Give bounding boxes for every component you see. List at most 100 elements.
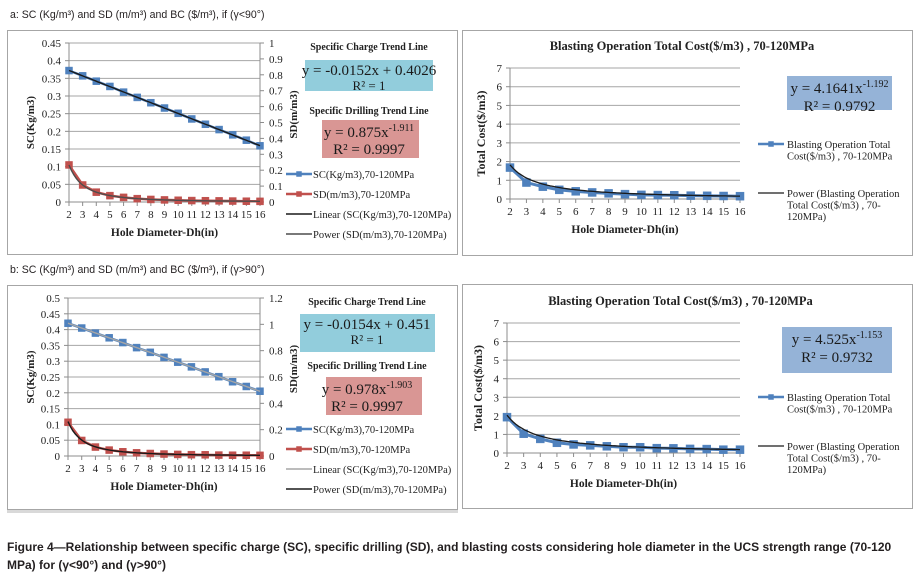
x-tick-label: 3 (524, 206, 530, 218)
chart-a-left: 0 0.05 0.1 0.15 0.2 0.25 0.3 0.35 0.4 0.45 2 3 4 5 6 7 8… (25, 38, 452, 241)
y-axis-title: Total Cost($/m3) (474, 91, 488, 177)
sc-linear-trendline (67, 322, 261, 392)
x-tick-label: 4 (538, 460, 544, 472)
legend-label: SD(m/m3),70-120MPa (313, 190, 410, 201)
cost-data-point (637, 190, 646, 200)
x-tick-label: 14 (701, 460, 713, 472)
legend-label: Linear (SC(Kg/m3),70-120MPa) (313, 465, 452, 476)
x-tick-label: 3 (80, 209, 86, 221)
x-tick-label: 8 (148, 209, 154, 221)
cost-data-point (585, 441, 595, 450)
sd-r-squared: R² = 0.9997 (331, 399, 403, 415)
legend-label: Linear (SC(Kg/m3),70-120MPa) (313, 210, 452, 221)
chart-title: Blasting Operation Total Cost($/m3) , 70… (548, 294, 813, 308)
x-tick-label: 16 (255, 209, 267, 221)
x-tick-label: 7 (134, 463, 140, 475)
y2-axis-title: SD(m/m3) (288, 345, 300, 394)
legend-marker (296, 446, 302, 452)
x-tick-label: 12 (669, 206, 680, 218)
legend-label: Blasting Operation Total (787, 140, 891, 151)
cost-equation: y = 4.1641x-1.192 (790, 79, 888, 97)
y-tick-label: 0.25 (41, 372, 61, 384)
sc-equation: y = -0.0152x + 0.4026 (302, 63, 437, 79)
x-tick-label: 13 (685, 206, 697, 218)
figure-caption-line-1: Figure 4—Relationship between specific c… (7, 540, 892, 554)
legend-label: Blasting Operation Total (787, 393, 891, 404)
sd-r-squared: R² = 0.9997 (333, 142, 405, 158)
y2-tick-label: 0.8 (269, 346, 283, 358)
x-tick-label: 13 (213, 463, 225, 475)
y2-tick-label: 0.9 (269, 54, 283, 66)
y-tick-label: 5 (494, 355, 500, 367)
cost-equation-exponent: -1.153 (856, 330, 882, 341)
legend-marker (768, 141, 774, 147)
y-tick-label: 3 (497, 138, 503, 150)
cost-equation-base: y = 4.525x (792, 332, 857, 348)
x-tick-label: 2 (504, 460, 510, 472)
y-tick-label: 0.2 (47, 126, 61, 138)
legend-label: Cost($/m3) , 70-120MPa (787, 405, 893, 416)
y-tick-label: 4 (494, 374, 500, 386)
legend-label: Total Cost($/m3) , 70- (787, 454, 881, 465)
x-tick-label: 4 (94, 209, 100, 221)
legend-label: 120MPa) (787, 212, 827, 223)
legend-label: 120MPa) (787, 465, 827, 476)
sd-power-trendline (68, 164, 260, 203)
x-tick-label: 5 (106, 463, 112, 475)
x-tick-label: 16 (255, 463, 267, 475)
x-tick-label: 11 (651, 460, 662, 472)
y-tick-label: 0 (497, 194, 503, 206)
y-tick-label: 0.35 (41, 340, 61, 352)
x-axis-title: Hole Diameter-Dh(in) (570, 478, 677, 490)
x-axis-title: Hole Diameter-Dh(in) (571, 224, 678, 236)
y2-tick-label: 0.6 (269, 102, 283, 114)
legend-item-sd: SD(m/m3),70-120MPa (286, 445, 410, 456)
y2-tick-label: 0.8 (269, 70, 283, 82)
legend-label: Power (SD(m/m3),70-120MPa) (313, 485, 447, 496)
x-tick-label: 15 (241, 463, 253, 475)
y-tick-label: 0.25 (42, 109, 62, 121)
cost-power-trendline (506, 414, 741, 451)
y2-tick-label: 1 (269, 319, 275, 331)
x-tick-label: 13 (685, 460, 697, 472)
y-tick-label: 0.45 (41, 309, 61, 321)
legend-item-linear: Linear (SC(Kg/m3),70-120MPa) (286, 465, 452, 476)
y-axis-title: Total Cost($/m3) (471, 345, 485, 431)
panel-b-right (462, 284, 913, 509)
legend-item-sd: SD(m/m3),70-120MPa (286, 190, 410, 201)
y-tick-label: 7 (497, 63, 503, 75)
y-tick-label: 6 (497, 82, 503, 94)
y-tick-label: 6 (494, 337, 500, 349)
y-tick-label: 0 (56, 197, 62, 209)
sd-power-trendline (67, 421, 260, 456)
cost-data-point (587, 188, 597, 197)
x-tick-label: 6 (573, 206, 579, 218)
cost-data-point (538, 182, 548, 191)
y-tick-label: 0.3 (47, 91, 61, 103)
legend-item-power: Power (SD(m/m3),70-120MPa) (286, 485, 447, 496)
sc-equation: y = -0.0154x + 0.451 (304, 317, 431, 333)
sd-series-line (67, 164, 261, 203)
cost-r-squared: R² = 0.9732 (801, 350, 873, 366)
legend-item-sc: SC(Kg/m3),70-120MPa (286, 425, 415, 436)
x-tick-label: 6 (120, 463, 126, 475)
cost-data-point (569, 440, 578, 449)
sc-r-squared: R² = 1 (353, 78, 386, 93)
x-tick-label: 8 (148, 463, 154, 475)
x-tick-label: 15 (718, 206, 730, 218)
sd-equation-base: y = 0.978x (322, 382, 387, 398)
sc-trend-heading: Specific Charge Trend Line (308, 297, 426, 308)
x-tick-label: 9 (622, 206, 628, 218)
x-tick-label: 15 (241, 209, 253, 221)
cost-power-trendline (509, 164, 740, 197)
y2-tick-label: 1.2 (269, 293, 283, 305)
x-tick-label: 13 (214, 209, 226, 221)
y-tick-label: 4 (497, 119, 503, 131)
x-tick-label: 10 (636, 206, 648, 218)
y2-tick-label: 0.4 (269, 133, 283, 145)
sc-trend-heading: Specific Charge Trend Line (310, 42, 428, 53)
sc-equation-box (305, 60, 433, 91)
